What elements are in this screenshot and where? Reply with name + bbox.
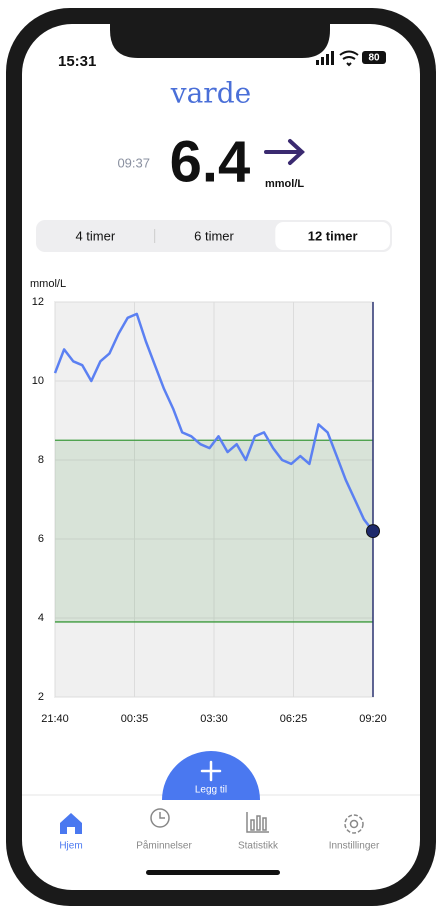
reminder-icon-hands (159, 812, 165, 819)
notch (110, 24, 330, 58)
x-tick-label: 06:25 (280, 713, 308, 725)
current-point (366, 524, 380, 539)
reading-unit: mmol/L (265, 178, 304, 190)
glucose-line (53, 312, 374, 532)
reading-value: 6.4 (170, 129, 251, 194)
tab-label[interactable]: 12 timer (308, 228, 358, 243)
y-tick-label: 10 (32, 375, 44, 387)
settings-icon[interactable] (344, 814, 364, 834)
y-tick-label: 6 (38, 533, 44, 545)
x-tick-label: 21:40 (41, 713, 69, 725)
x-tick-label: 03:30 (200, 713, 228, 725)
add-label: Legg til (195, 785, 227, 796)
nav-label[interactable]: Hjem (59, 841, 82, 852)
nav-label[interactable]: Statistikk (238, 841, 279, 852)
status-time: 15:31 (58, 53, 96, 70)
add-icon (200, 760, 222, 782)
x-tick-label: 09:20 (359, 713, 387, 725)
y-tick-label: 8 (38, 454, 44, 466)
app-title: varde (170, 77, 251, 110)
y-tick-label: 4 (38, 612, 44, 624)
tab-label[interactable]: 4 timer (75, 228, 115, 243)
y-tick-label: 12 (32, 296, 44, 308)
battery-level: 80 (368, 53, 380, 64)
y-axis-label: mmol/L (30, 278, 66, 290)
settings-icon-center (349, 819, 359, 829)
trend-arrow (264, 139, 305, 165)
tab-label[interactable]: 6 timer (194, 228, 234, 243)
reminder-icon[interactable] (150, 808, 170, 828)
y-tick-label: 2 (38, 691, 44, 703)
home-indicator (146, 870, 280, 875)
x-tick-label: 00:35 (121, 713, 149, 725)
target-range (55, 440, 373, 622)
nav-label[interactable]: Innstillinger (329, 841, 380, 852)
wifi-icon (339, 50, 359, 67)
signal-icon (316, 51, 334, 65)
tab-selected[interactable] (275, 222, 390, 250)
home-icon[interactable] (60, 813, 82, 834)
stats-icon[interactable] (246, 812, 269, 833)
nav-label[interactable]: Påminnelser (136, 840, 192, 852)
battery-icon (362, 51, 386, 64)
reading-time: 09:37 (117, 155, 150, 170)
